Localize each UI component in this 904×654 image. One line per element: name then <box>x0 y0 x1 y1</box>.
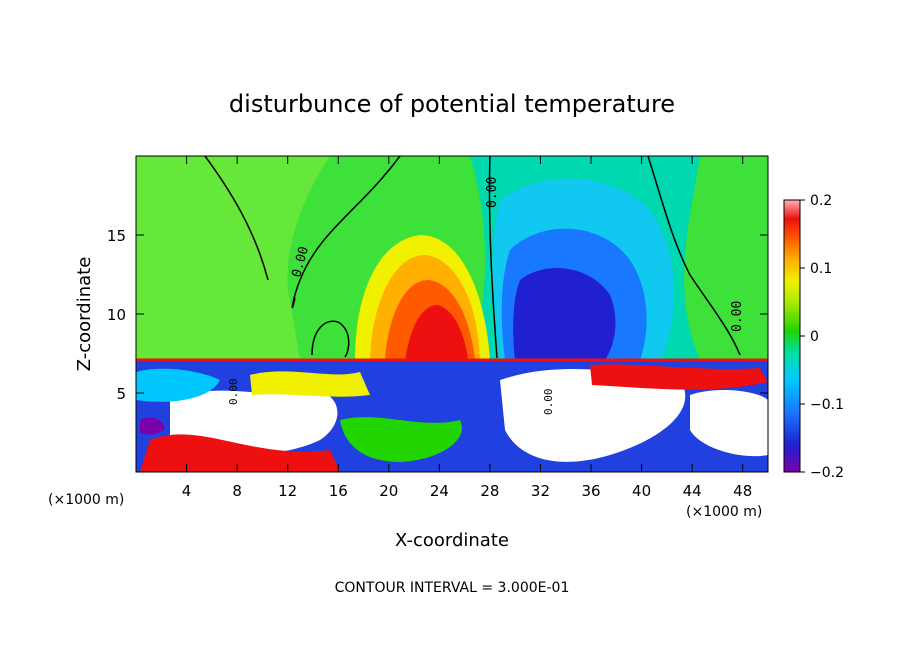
colorbar-tick-label: 0.2 <box>810 193 832 209</box>
x-tick-label: 12 <box>278 482 297 500</box>
contour-label: 0.00 <box>542 389 555 416</box>
x-tick-label: 44 <box>683 482 702 500</box>
plot-field <box>136 156 768 472</box>
x-tick-label: 8 <box>232 482 242 500</box>
upper-light-green <box>136 156 330 360</box>
x-tick-label: 24 <box>430 482 449 500</box>
lower-white-c <box>690 390 768 457</box>
contour-label: 0.00 <box>485 177 500 208</box>
zero-contour-c <box>647 156 741 356</box>
upper-deepblue <box>513 268 616 360</box>
x-tick-label: 20 <box>379 482 398 500</box>
colorbar-tick-label: 0 <box>810 329 819 345</box>
contour-label: 0.00 <box>730 301 745 332</box>
x-tick-label: 48 <box>733 482 752 500</box>
x-unit-label: (×1000 m) <box>686 504 762 520</box>
lower-green-a <box>340 417 462 462</box>
lower-purple-a <box>140 417 165 435</box>
x-tick-label: 4 <box>182 482 192 500</box>
y-axis: 5 10 15 <box>107 227 768 403</box>
upper-red <box>405 305 468 360</box>
contour-label: 0.00 <box>227 379 240 406</box>
contour-interval-footer: CONTOUR INTERVAL = 3.000E-01 <box>335 580 570 596</box>
y-tick-label: 5 <box>116 385 126 403</box>
y-axis-label: Z-coordinate <box>74 257 95 372</box>
zero-contour-e <box>311 320 350 358</box>
lower-white-a <box>500 369 686 462</box>
colorbar-tick-label: −0.2 <box>810 465 844 481</box>
z-unit-label: (×1000 m) <box>48 492 124 508</box>
zero-contour-a <box>488 156 498 359</box>
y-tick-label: 10 <box>107 306 126 324</box>
y-tick-label: 15 <box>107 227 126 245</box>
x-tick-label: 28 <box>480 482 499 500</box>
zero-contour-d <box>204 156 269 281</box>
x-tick-label: 16 <box>329 482 348 500</box>
x-axis: 4 8 12 16 20 24 28 32 36 40 44 48 <box>182 156 752 500</box>
chart-title: disturbunce of potential temperature <box>229 90 675 118</box>
colorbar-tick-label: −0.1 <box>810 397 844 413</box>
x-axis-label: X-coordinate <box>395 530 509 551</box>
lower-red-a <box>140 434 340 472</box>
lower-yellow-a <box>250 371 370 397</box>
x-tick-label: 36 <box>581 482 600 500</box>
colorbar <box>783 199 801 473</box>
lower-red-b <box>590 364 768 390</box>
zero-contour-b <box>291 156 401 309</box>
colorbar-ticks: 0.2 0.1 0 −0.1 −0.2 <box>800 193 844 481</box>
x-tick-label: 32 <box>531 482 550 500</box>
x-tick-label: 40 <box>632 482 651 500</box>
colorbar-tick-label: 0.1 <box>810 261 832 277</box>
lower-cyan-a <box>136 368 220 402</box>
